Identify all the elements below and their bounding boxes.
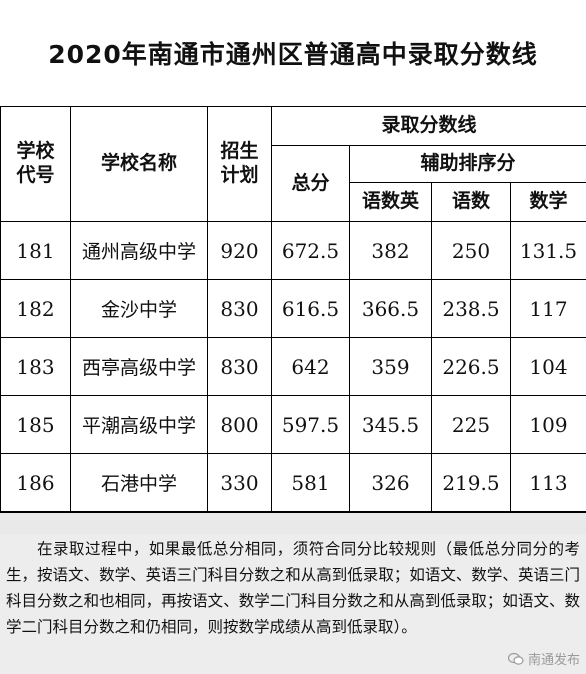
cell-name: 金沙中学 bbox=[70, 279, 208, 338]
cell-name: 西亭高级中学 bbox=[70, 337, 208, 396]
table-row: 185 平潮高级中学 800 597.5 345.5 225 109 bbox=[0, 395, 586, 454]
cell-cme: 359 bbox=[349, 337, 432, 396]
cell-total: 672.5 bbox=[271, 221, 350, 280]
cell-total: 597.5 bbox=[271, 395, 350, 454]
header-school-code: 学校代号 bbox=[0, 106, 71, 222]
watermark: 南通发布 bbox=[507, 649, 580, 668]
table-row: 181 通州高级中学 920 672.5 382 250 131.5 bbox=[0, 221, 586, 280]
cell-code: 183 bbox=[0, 337, 71, 396]
cell-plan: 330 bbox=[207, 453, 272, 512]
cell-name: 平潮高级中学 bbox=[70, 395, 208, 454]
cell-cm: 238.5 bbox=[431, 279, 511, 338]
cell-code: 181 bbox=[0, 221, 71, 280]
cell-math: 104 bbox=[509, 337, 586, 396]
cell-code: 186 bbox=[0, 453, 71, 512]
header-total: 总分 bbox=[271, 145, 350, 222]
cell-math: 117 bbox=[509, 279, 586, 338]
cell-math: 131.5 bbox=[509, 221, 586, 280]
cell-total: 616.5 bbox=[271, 279, 350, 338]
cell-cm: 226.5 bbox=[431, 337, 511, 396]
watermark-text: 南通发布 bbox=[527, 653, 580, 668]
cutoff-table: 学校代号 学校名称 招生计划 录取分数线 总分 辅助排序分 语数英 语数 数学 … bbox=[0, 106, 586, 512]
table-row: 186 石港中学 330 581 326 219.5 113 bbox=[0, 453, 586, 512]
cell-total: 581 bbox=[271, 453, 350, 512]
cell-code: 185 bbox=[0, 395, 71, 454]
cell-total: 642 bbox=[271, 337, 350, 396]
cell-math: 113 bbox=[509, 453, 586, 512]
tie-break-note: 在录取过程中，如果最低总分相同，须符合同分比较规则（最低总分同分的考生，按语文、… bbox=[0, 534, 586, 674]
cell-name: 通州高级中学 bbox=[70, 221, 208, 280]
cell-plan: 830 bbox=[207, 337, 272, 396]
cell-name: 石港中学 bbox=[70, 453, 208, 512]
cell-cm: 225 bbox=[431, 395, 511, 454]
page-title: 2020年南通市通州区普通高中录取分数线 bbox=[48, 40, 538, 69]
table-footer-band bbox=[0, 512, 586, 535]
header-cme: 语数英 bbox=[349, 182, 432, 222]
table-row: 183 西亭高级中学 830 642 359 226.5 104 bbox=[0, 337, 586, 396]
cell-cme: 345.5 bbox=[349, 395, 432, 454]
header-math: 数学 bbox=[509, 182, 586, 222]
cell-plan: 920 bbox=[207, 221, 272, 280]
header-school-name: 学校名称 bbox=[70, 106, 208, 222]
cell-cme: 326 bbox=[349, 453, 432, 512]
table-row: 182 金沙中学 830 616.5 366.5 238.5 117 bbox=[0, 279, 586, 338]
cell-cm: 219.5 bbox=[431, 453, 511, 512]
header-cm: 语数 bbox=[431, 182, 511, 222]
cell-code: 182 bbox=[0, 279, 71, 338]
cell-cm: 250 bbox=[431, 221, 511, 280]
header-aux-group: 辅助排序分 bbox=[348, 145, 586, 183]
cell-plan: 800 bbox=[207, 395, 272, 454]
cell-cme: 382 bbox=[349, 221, 432, 280]
header-enrollment-plan: 招生计划 bbox=[207, 106, 272, 222]
cell-plan: 830 bbox=[207, 279, 272, 338]
cell-cme: 366.5 bbox=[349, 279, 432, 338]
wechat-icon bbox=[507, 652, 524, 665]
cell-math: 109 bbox=[509, 395, 586, 454]
header-cutoff-group: 录取分数线 bbox=[270, 106, 586, 146]
